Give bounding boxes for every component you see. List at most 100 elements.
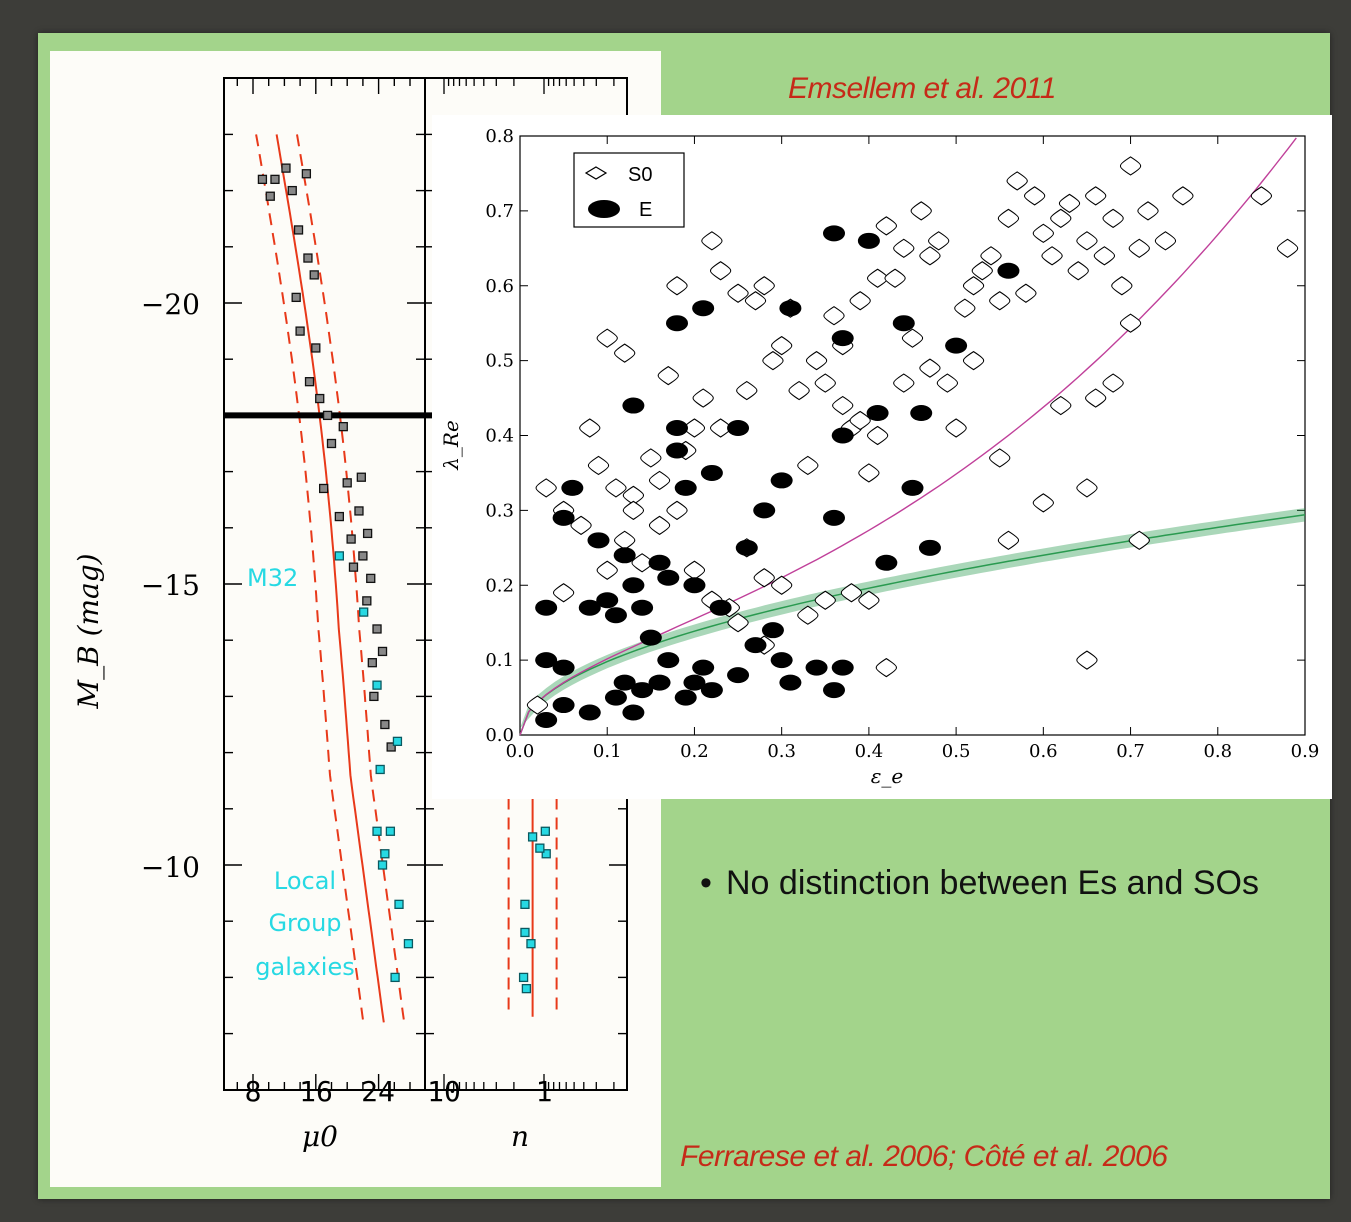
s0-marker	[1137, 201, 1159, 221]
s0-marker	[727, 283, 749, 303]
s0-marker	[1093, 246, 1115, 266]
local-group-n-square	[541, 849, 551, 859]
cyan-squares-series	[334, 551, 551, 994]
s0-marker	[762, 350, 784, 371]
data-square	[372, 624, 382, 634]
ylabel-mb: M_B (mag)	[72, 553, 105, 709]
e-marker	[770, 652, 793, 669]
green-curve	[519, 514, 1306, 736]
y-tick-label: 0.8	[485, 126, 514, 147]
s0-marker	[971, 261, 993, 281]
s0-marker	[771, 575, 793, 595]
s0-marker	[893, 238, 915, 258]
e-marker	[657, 652, 680, 669]
s0-marker	[1015, 283, 1037, 303]
s0-marker	[648, 470, 671, 491]
e-marker	[648, 554, 671, 571]
tick-labels: 0.0 0.1 0.2 0.3 0.4 0.5 0.6 0.7 0.8 0.9 0.0 0.1 0.2 0…	[485, 126, 1319, 762]
x-tick-label: 0.3	[767, 741, 796, 762]
legend-e-marker	[588, 200, 620, 218]
data-square	[311, 343, 321, 353]
s0-marker	[936, 373, 958, 393]
local-group-square	[394, 899, 404, 909]
e-marker	[683, 674, 706, 691]
data-square	[265, 191, 275, 201]
local-group-n-square	[526, 939, 536, 949]
e-marker	[613, 674, 636, 691]
s0-marker	[1085, 388, 1107, 408]
e-marker	[831, 427, 854, 444]
e-marker	[831, 659, 854, 676]
data-square	[257, 174, 268, 185]
e-marker	[744, 637, 767, 654]
s0-marker	[901, 328, 924, 348]
e-marker	[552, 697, 575, 714]
s0-marker	[980, 246, 1002, 266]
bullet-text: No distinction between Es and SOs	[726, 864, 1259, 902]
s0-marker	[771, 335, 793, 356]
s0-marker	[1050, 208, 1072, 229]
s0-marker	[797, 605, 819, 625]
e-marker	[613, 547, 636, 564]
caption-emsellem: Emsellem et al. 2011	[788, 72, 1056, 105]
y-tick-label: 0.1	[485, 650, 514, 671]
s0-marker	[945, 418, 967, 438]
green-band	[520, 508, 1305, 729]
data-square	[362, 596, 372, 606]
x-tick-label: 0.5	[942, 741, 971, 762]
legend-e-label: E	[639, 199, 652, 221]
mu0-fit-curve	[275, 134, 385, 1023]
s0-marker	[989, 448, 1011, 468]
legend-s0-label: S0	[628, 164, 652, 186]
e-marker	[622, 704, 645, 721]
lambda-epsilon-panel: 0.0 0.1 0.2 0.3 0.4 0.5 0.6 0.7 0.8 0.9 0.0 0.1 0.2 0…	[432, 115, 1332, 799]
e-marker	[535, 652, 558, 669]
local-group-n-square	[540, 826, 550, 836]
s0-marker	[727, 613, 749, 633]
data-square	[287, 185, 297, 196]
y-tick-label: 0.7	[485, 201, 514, 222]
ylabel-lambda: λ_Re	[439, 420, 463, 471]
s0-marker	[657, 365, 679, 386]
e-marker	[604, 607, 627, 624]
e-marker	[666, 315, 688, 332]
e-marker	[866, 405, 889, 422]
s0-marker	[814, 590, 836, 610]
s0-marker	[579, 418, 601, 438]
data-square	[293, 225, 304, 235]
e-marker	[692, 659, 715, 676]
e-marker	[604, 689, 627, 706]
s0-marker	[1128, 238, 1150, 258]
data-square	[318, 483, 329, 494]
data-square	[346, 534, 356, 544]
x-tick-label: 0.7	[1116, 741, 1145, 762]
s0-marker	[596, 328, 618, 348]
s0-marker	[666, 276, 688, 296]
data-square	[295, 326, 305, 336]
data-square	[369, 691, 379, 702]
s0-marker	[1250, 186, 1272, 206]
data-square	[367, 658, 377, 668]
e-marker	[674, 689, 697, 706]
s0-marker	[605, 478, 627, 498]
data-square	[356, 472, 366, 482]
dark-squares-series	[257, 163, 396, 752]
e-marker	[945, 337, 968, 354]
data-square	[322, 410, 333, 421]
e-marker	[596, 592, 619, 609]
annotation-local: Local	[274, 867, 336, 895]
s0-marker	[805, 350, 828, 371]
s0-marker	[1024, 186, 1046, 206]
s0-marker	[1111, 276, 1133, 296]
s0-marker	[1102, 208, 1124, 229]
e-marker	[622, 577, 645, 594]
data-square	[301, 169, 312, 179]
local-group-square	[392, 736, 403, 747]
left-chart: M_B (mag) −20 −15 −10 8 16 24 10 1 μ0 n …	[72, 77, 661, 1153]
s0-marker	[875, 657, 897, 678]
e-marker	[892, 315, 915, 332]
e-marker	[857, 232, 880, 249]
xtick-label: 24	[361, 1075, 395, 1108]
s0-marker	[1050, 395, 1072, 416]
s0-marker	[753, 568, 775, 588]
